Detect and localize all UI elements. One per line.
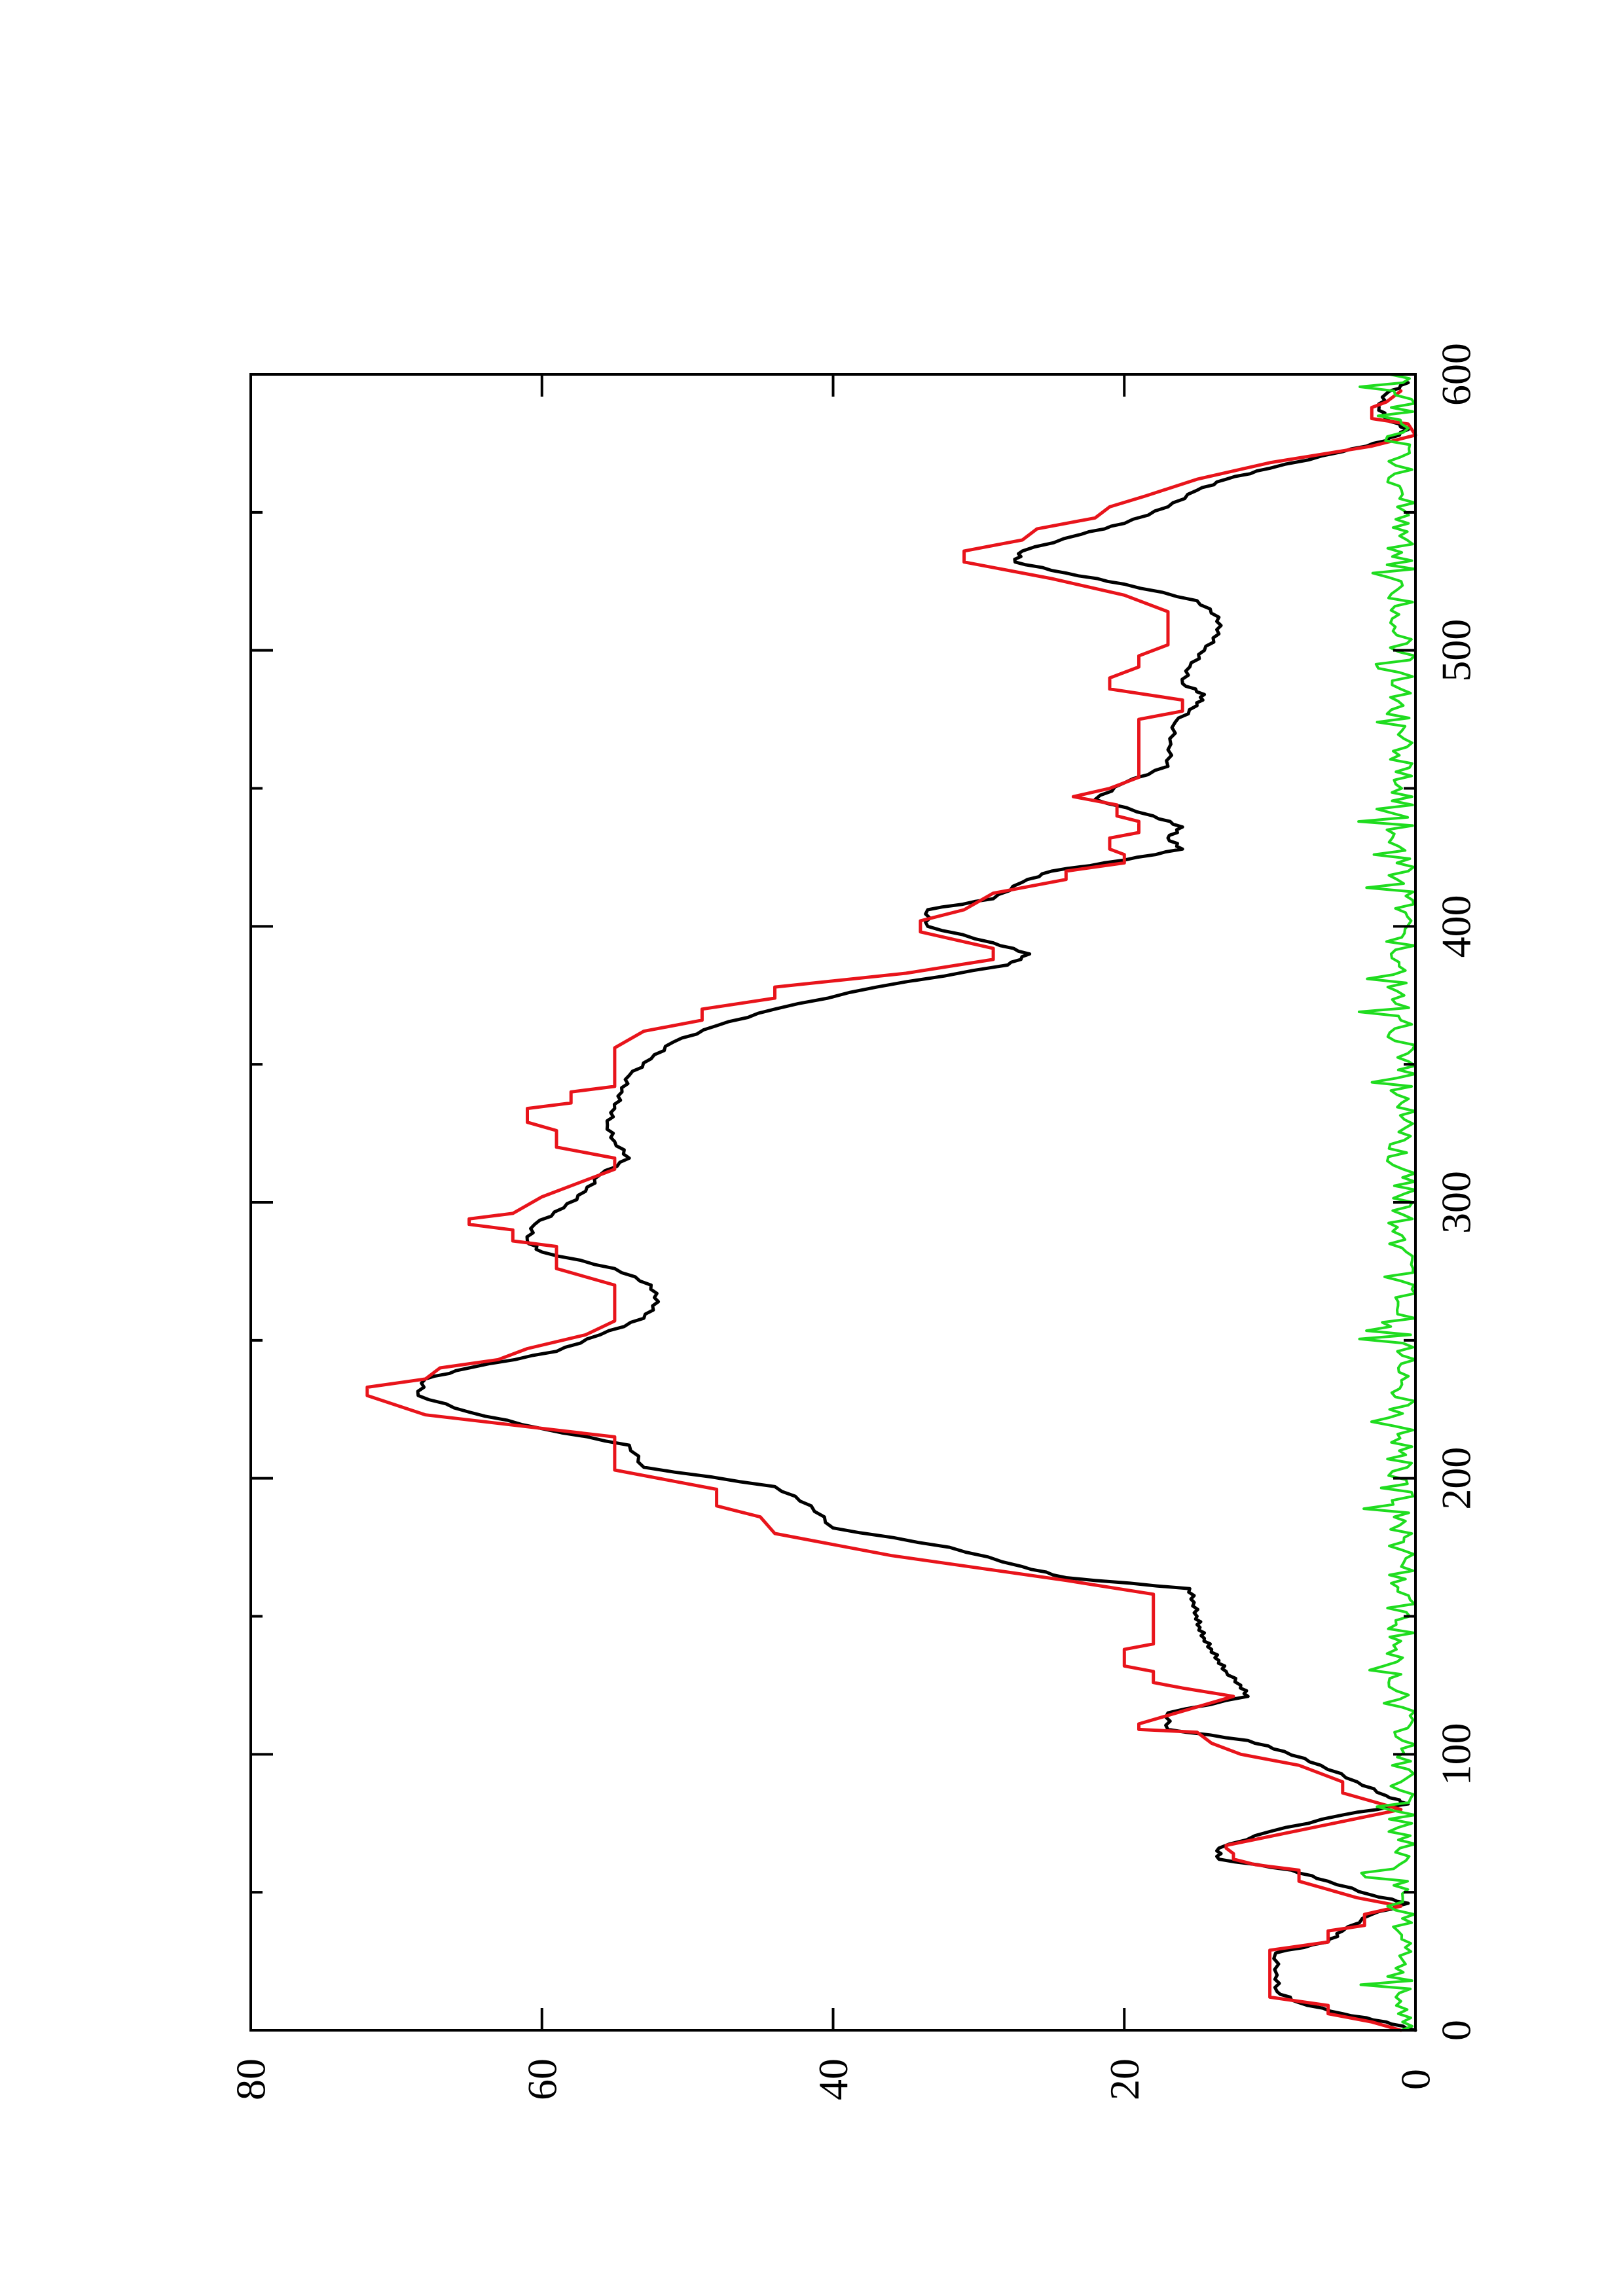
plot-frame: [249, 373, 1417, 2032]
y-tick-label: 0: [1393, 2069, 1439, 2090]
x-tick-label: 200: [1433, 1447, 1480, 1510]
series-line-2: [365, 389, 1417, 2032]
x-tick-label: 500: [1433, 619, 1480, 682]
y-tick-label: 40: [810, 2058, 856, 2100]
x-tick-label: 600: [1433, 343, 1480, 406]
x-tick-label: 300: [1433, 1171, 1480, 1234]
y-tick-label: 60: [519, 2058, 565, 2100]
y-tick-label: 80: [228, 2058, 274, 2100]
axes-layer: 0 100 200 300 400 500 600 0 20 40 60 80: [228, 343, 1480, 2100]
x-tick-label: 100: [1433, 1723, 1480, 1785]
series-line-1: [416, 381, 1417, 2032]
series-layer: [365, 373, 1417, 2032]
x-tick-label: 400: [1433, 895, 1480, 958]
x-tick-label: 0: [1433, 2020, 1480, 2041]
y-tick-label: 20: [1101, 2058, 1148, 2100]
